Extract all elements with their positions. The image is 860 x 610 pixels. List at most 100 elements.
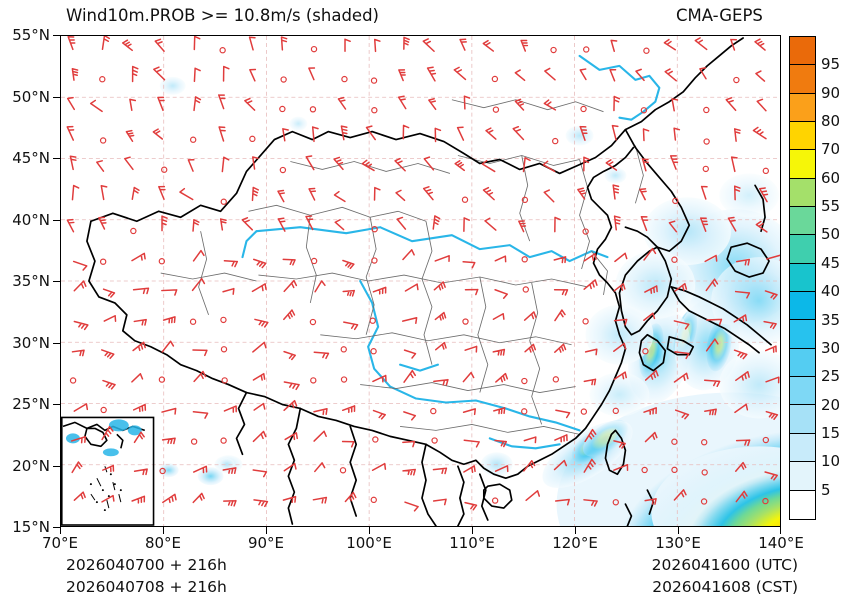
calm-wind-symbol [99, 76, 106, 83]
x-tick-label: 100°E [346, 534, 392, 552]
colorbar[interactable] [789, 36, 816, 520]
wind-barb [613, 464, 629, 471]
wind-barb [704, 254, 718, 263]
wind-barb [153, 66, 166, 81]
calm-wind-symbol [280, 76, 287, 83]
x-tick-mark [678, 527, 680, 534]
y-tick-mark [53, 219, 60, 221]
wind-barb [605, 159, 618, 171]
colorbar-tick-label: 80 [821, 112, 841, 131]
y-tick-label: 25°N [12, 395, 50, 413]
wind-barb [132, 287, 150, 295]
calm-wind-symbol [341, 75, 348, 83]
calm-wind-symbol [612, 499, 619, 506]
wind-barb [124, 156, 134, 171]
wind-barb [423, 156, 435, 171]
south-china-sea-inset [61, 416, 155, 526]
wind-barb [102, 379, 116, 390]
wind-barb [673, 489, 687, 501]
wind-barb [193, 67, 201, 83]
wind-barb [579, 125, 588, 141]
wind-barb [613, 215, 621, 231]
wind-barb [157, 96, 165, 112]
wind-barb [129, 98, 137, 112]
y-tick-mark [53, 35, 60, 37]
x-tick-mark [266, 527, 268, 534]
calm-wind-symbol [340, 376, 348, 383]
colorbar-tick-label: 60 [821, 168, 841, 187]
wind-barb [252, 372, 266, 381]
calm-wind-symbol [521, 196, 529, 204]
wind-barb [187, 159, 195, 172]
wind-barb [641, 158, 649, 172]
wind-barb [341, 440, 355, 448]
wind-barb [756, 98, 767, 112]
x-tick-mark [575, 527, 577, 534]
wind-barb [694, 37, 708, 51]
wind-barb [612, 184, 620, 200]
wind-barb [251, 186, 259, 202]
wind-barb [514, 98, 525, 111]
wind-barb [577, 187, 586, 200]
calm-wind-symbol [491, 75, 499, 83]
wind-barb [459, 38, 467, 51]
probability-shading [158, 76, 780, 526]
colorbar-cell [790, 462, 815, 491]
wind-barb [253, 258, 267, 269]
wind-barb [764, 290, 778, 300]
calm-wind-symbol [431, 437, 438, 444]
wind-barb [395, 189, 406, 202]
wind-barb [71, 349, 85, 357]
wind-barb [252, 341, 267, 353]
wind-barb [669, 155, 679, 170]
wind-barb [609, 69, 617, 82]
calm-wind-symbol [190, 438, 198, 445]
x-tick-label: 110°E [449, 534, 495, 552]
wind-barb [764, 345, 777, 353]
wind-barb [221, 156, 230, 173]
wind-barb [133, 431, 145, 444]
wind-barb [67, 36, 76, 51]
x-tick-mark [60, 527, 62, 534]
wind-barb [402, 440, 416, 448]
wind-barb [341, 405, 356, 414]
x-tick-label: 90°E [247, 534, 285, 552]
wind-barb [613, 95, 621, 112]
map-plot-panel[interactable] [60, 35, 781, 527]
calm-wind-symbol [762, 497, 769, 505]
calm-wind-symbol [309, 318, 317, 326]
calm-wind-symbol [340, 346, 347, 353]
wind-barb [333, 156, 344, 171]
wind-barb [453, 66, 467, 81]
calm-wind-symbol [702, 165, 709, 173]
calm-wind-symbol [189, 136, 197, 143]
wind-barb [542, 160, 556, 173]
calm-wind-symbol [491, 497, 499, 504]
wind-barb [584, 428, 597, 443]
wind-barb [344, 491, 357, 503]
calm-wind-symbol [371, 226, 378, 233]
wind-barb [131, 252, 146, 262]
wind-barb [673, 372, 689, 383]
wind-barb [249, 68, 257, 82]
wind-barb [643, 407, 657, 415]
wind-barb [373, 38, 381, 53]
colorbar-tick-label: 30 [821, 338, 841, 357]
wind-barb [96, 160, 105, 172]
wind-barb [132, 403, 147, 413]
colorbar-tick-label: 40 [821, 282, 841, 301]
wind-barb [394, 157, 406, 172]
y-tick-label: 50°N [12, 87, 50, 106]
calm-wind-symbol [279, 166, 287, 174]
wind-barb [283, 350, 296, 361]
wind-barb [69, 155, 77, 171]
wind-barb [403, 411, 417, 421]
x-tick-label: 70°E [41, 534, 79, 552]
y-tick-mark [53, 404, 60, 406]
colorbar-tick-label: 25 [821, 367, 841, 386]
wind-barb [705, 338, 719, 352]
wind-barb [734, 290, 751, 299]
wind-barb [101, 36, 111, 50]
calm-wind-symbol [69, 377, 77, 384]
wind-barb [305, 155, 315, 171]
